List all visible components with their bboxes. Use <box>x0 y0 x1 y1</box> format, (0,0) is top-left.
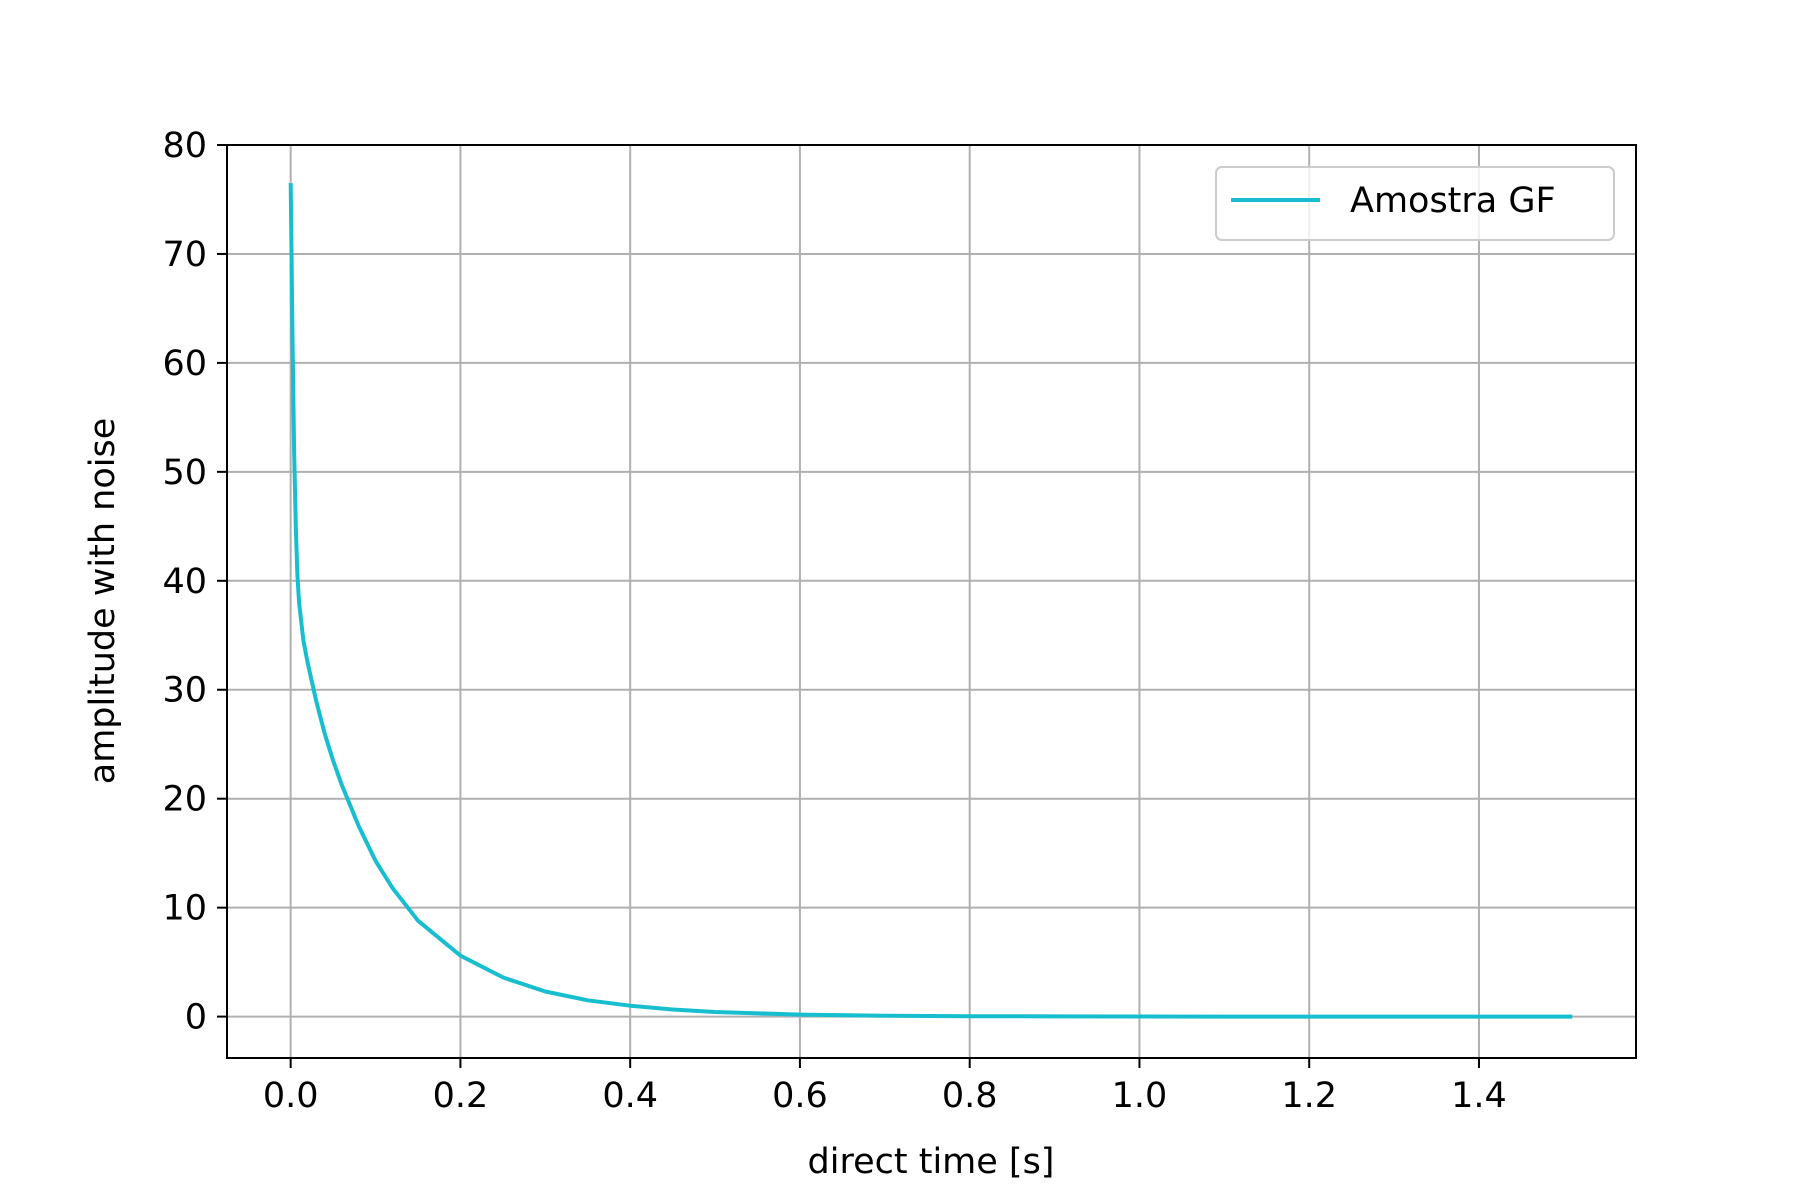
y-tick-label: 60 <box>162 344 207 384</box>
y-tick-label: 20 <box>162 780 207 820</box>
y-tick-label: 40 <box>162 562 207 602</box>
y-tick-label: 30 <box>162 671 207 711</box>
y-axis-ticks: 0 10 20 30 40 50 60 70 80 <box>162 126 227 1038</box>
x-tick-label: 0.8 <box>942 1076 998 1116</box>
x-tick-label: 0.6 <box>772 1076 828 1116</box>
series-layer <box>288 183 1573 1019</box>
grid <box>227 144 1636 1058</box>
x-tick-label: 1.2 <box>1281 1076 1337 1116</box>
x-tick-label: 0.4 <box>602 1076 658 1116</box>
x-tick-label: 0.0 <box>263 1076 319 1116</box>
x-axis-ticks: 0.0 0.2 0.4 0.6 0.8 1.0 1.2 1.4 <box>263 1058 1507 1116</box>
x-tick-label: 1.0 <box>1112 1076 1168 1116</box>
y-axis-label: amplitude with noise <box>83 418 123 784</box>
series-line-0 <box>288 183 1573 1019</box>
legend-box <box>1215 166 1615 241</box>
x-tick-label: 1.4 <box>1451 1076 1507 1116</box>
y-tick-label: 70 <box>162 235 207 275</box>
y-tick-label: 0 <box>185 998 207 1038</box>
y-tick-label: 10 <box>162 889 207 929</box>
legend: Amostra GF <box>1215 166 1615 241</box>
x-axis-label: direct time [s] <box>808 1142 1055 1182</box>
legend-label: Amostra GF <box>1350 181 1556 221</box>
plot-frame <box>226 144 1637 1059</box>
y-tick-label: 80 <box>162 126 207 166</box>
y-tick-label: 50 <box>162 453 207 493</box>
x-tick-label: 0.2 <box>433 1076 489 1116</box>
